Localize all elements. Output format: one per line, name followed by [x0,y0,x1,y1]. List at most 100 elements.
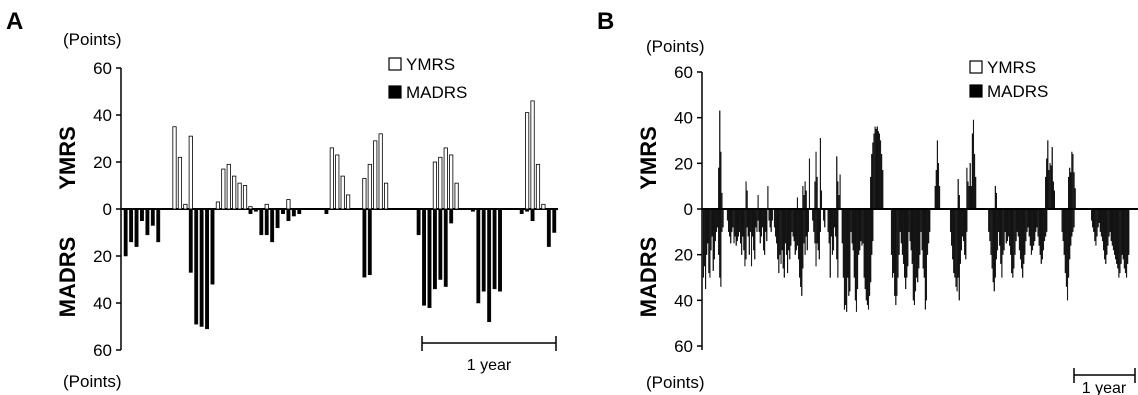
bar-madrs [752,208,754,237]
bar-madrs [865,208,867,301]
bar-madrs [991,208,993,269]
bar-madrs [961,208,964,237]
y-tick-label: 20 [93,247,112,266]
y-tick-label: 0 [684,200,693,219]
bar-madrs [812,208,814,221]
bar-ymrs [237,182,242,210]
bar-ymrs [346,194,351,210]
bar-madrs [715,208,718,232]
bar-madrs [188,208,193,273]
bar-ymrs [971,133,973,210]
bar-madrs [1121,208,1123,255]
bar-madrs [828,208,830,244]
bar-madrs [1025,208,1027,242]
bar-madrs [964,208,966,255]
bar-madrs [438,208,443,280]
bar-madrs [788,208,790,251]
bar-madrs [819,208,821,232]
bar-madrs [894,208,896,296]
bar-madrs [1107,208,1109,246]
legend-swatch-ymrs-a [388,57,402,71]
bar-madrs [790,208,792,246]
bar-madrs [740,208,742,244]
bar-madrs [1030,208,1032,255]
bar-ymrs [839,174,841,210]
bar-ymrs [541,203,546,210]
bar-madrs [738,208,741,232]
bar-madrs [855,208,858,312]
bar-madrs [765,208,767,232]
bar-madrs [422,208,426,306]
bar-ymrs [1052,181,1054,210]
bar-madrs [853,208,855,278]
bar-ymrs [454,182,459,210]
bar-madrs [959,208,961,264]
bar-madrs [913,208,915,306]
bar-madrs [844,208,847,306]
bar-ymrs [882,170,884,210]
bar-madrs [801,208,803,296]
bar-madrs [787,208,789,274]
bar-madrs [960,208,963,251]
bar-madrs [1021,208,1023,269]
bars-a [123,100,557,330]
bar-madrs [1110,208,1112,242]
bar-madrs [1024,208,1026,255]
bar-madrs [851,208,853,244]
bar-madrs [956,208,958,292]
bar-madrs [870,208,872,283]
bar-madrs [796,208,798,246]
bar-madrs [123,208,128,257]
bar-madrs [1001,208,1003,278]
bar-madrs [835,208,837,237]
panel-letter-a: A [6,8,23,35]
bar-madrs [129,208,134,243]
bar-madrs [901,208,903,255]
bar-madrs [892,208,894,278]
bar-ymrs [535,163,541,210]
bar-madrs [749,208,751,232]
bar-ymrs [721,192,723,210]
bar-madrs [259,208,264,236]
bar-madrs [712,208,714,271]
bar-madrs [727,208,730,232]
bar-ymrs [939,186,941,210]
y-tick-label: 40 [674,291,693,310]
bar-ymrs [383,182,389,210]
bar-madrs [990,208,992,255]
bar-ymrs [1047,140,1049,210]
bar-madrs [1042,208,1045,251]
y-tick-label: 40 [674,109,693,128]
bar-madrs [1116,208,1118,264]
bar-ymrs [432,161,437,210]
bar-madrs [1070,208,1072,246]
bar-ymrs [1071,151,1073,210]
bar-madrs [998,208,1000,232]
bar-ymrs [871,154,873,210]
bar-madrs [1096,208,1098,237]
bar-madrs [1062,208,1064,242]
bar-madrs [867,208,870,310]
bar-madrs [1124,208,1127,274]
bar-madrs [552,208,557,233]
bar-madrs [992,208,994,283]
bar-madrs [726,208,729,221]
bar-madrs [730,208,732,244]
bar-madrs [863,208,865,278]
bar-ymrs [875,128,877,210]
bar-madrs [732,208,734,228]
bar-madrs [487,208,492,323]
bar-madrs [1014,208,1016,255]
scale-bar-b [1073,368,1136,383]
legend-swatch-madrs-a [388,85,402,99]
bar-ymrs [972,119,975,210]
bar-ymrs [745,181,747,210]
bar-madrs [731,208,733,232]
bar-madrs [896,208,898,296]
bar-madrs [362,208,367,278]
bar-madrs [194,208,199,325]
bar-madrs [854,208,856,301]
bar-madrs [784,208,786,244]
bar-madrs [925,208,928,301]
bar-madrs [757,208,759,221]
